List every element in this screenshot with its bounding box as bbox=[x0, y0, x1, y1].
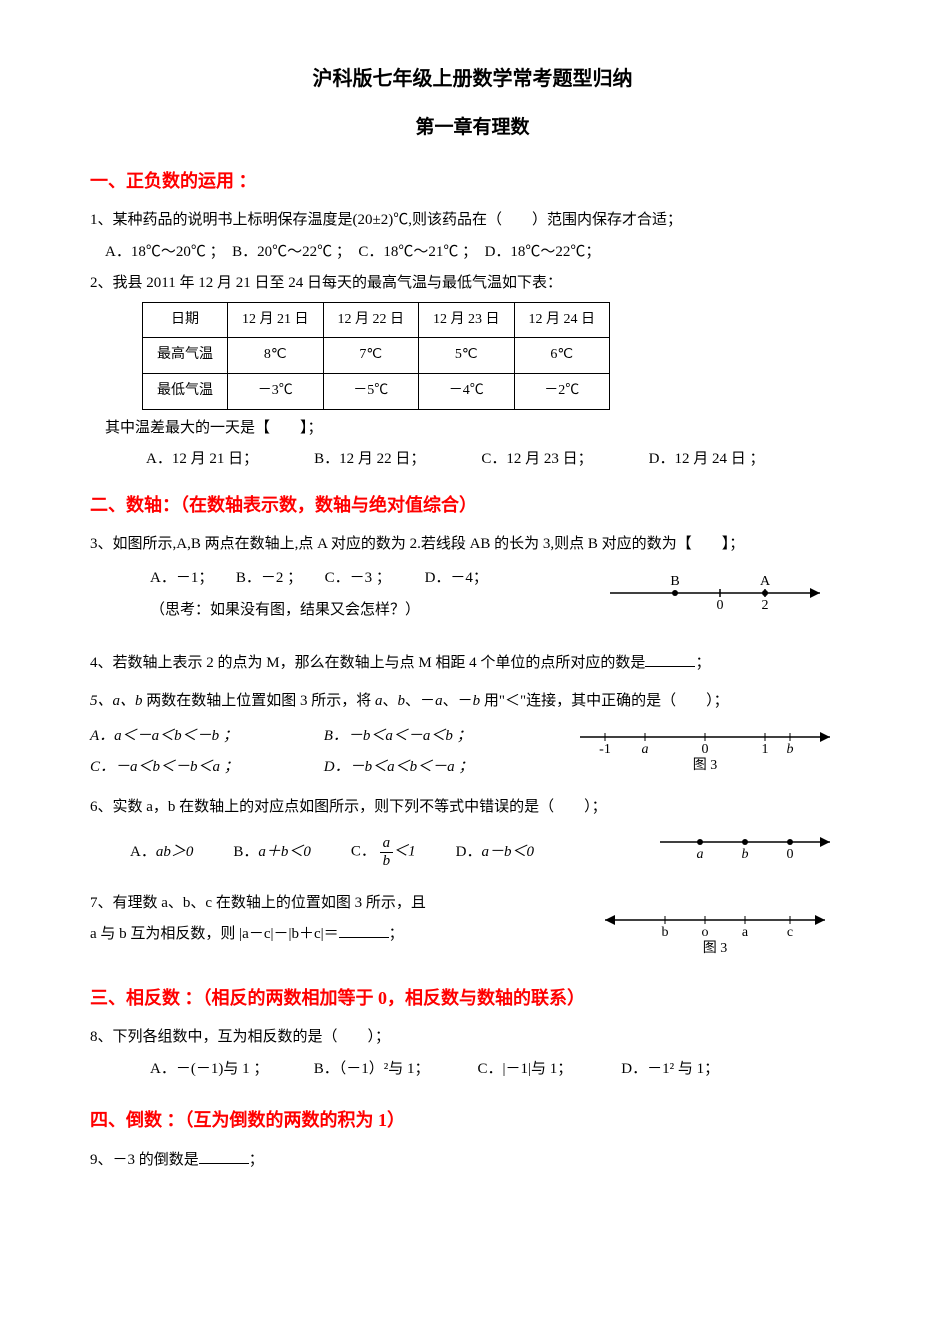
q5-opts-row1: A．a＜－a＜b＜－b ； B．－b＜a＜－a＜b ； bbox=[90, 722, 575, 751]
tick-2: 2 bbox=[762, 598, 769, 613]
q5-opts-row2: C．－a＜b＜－b＜a ； D．－b＜a＜b＜－a ； bbox=[90, 753, 575, 782]
cell: －5℃ bbox=[323, 373, 419, 409]
tick-0: 0 bbox=[717, 598, 724, 613]
opt-d: D．12 月 24 日 ； bbox=[649, 445, 765, 474]
opt-b: B．－b＜a＜－a＜b ； bbox=[324, 728, 472, 744]
chapter-title: 第一章有理数 bbox=[90, 110, 855, 146]
label-A: A bbox=[760, 574, 771, 589]
q1-text: 1、某种药品的说明书上标明保存温度是(20±2)℃,则该药品在（ ）范围内保存才… bbox=[90, 206, 855, 235]
numberline-q5: -1 a 0 1 b 图 3 bbox=[575, 719, 855, 785]
t-0: 0 bbox=[702, 742, 709, 757]
q8-text: 8、下列各组数中，互为相反数的是（ ）； bbox=[90, 1023, 855, 1052]
t-b: b bbox=[662, 925, 669, 940]
th-d23: 12 月 23 日 bbox=[419, 302, 515, 338]
th-d24: 12 月 24 日 bbox=[514, 302, 610, 338]
q9-text: 9、－3 的倒数是 ； bbox=[90, 1146, 855, 1175]
numberline-q7: b o a c 图 3 bbox=[595, 886, 855, 968]
q7a-text: 7、有理数 a、b、c 在数轴上的位置如图 3 所示，且 bbox=[90, 889, 595, 918]
opt-d: D．－b＜a＜b＜－a ； bbox=[324, 759, 474, 775]
blank bbox=[199, 1148, 249, 1164]
opt-a: A．ab＞0 bbox=[130, 838, 193, 867]
opt-c: C． ab＜1 bbox=[351, 835, 416, 869]
t-o: o bbox=[702, 925, 709, 940]
th-d21: 12 月 21 日 bbox=[228, 302, 324, 338]
opt-d: D．a－b＜0 bbox=[456, 838, 534, 867]
q3-options: A．－1； B．－2 ； C．－3 ； D．－4； bbox=[90, 564, 605, 593]
opt-c: C．12 月 23 日； bbox=[481, 445, 592, 474]
q4-body: 4、若数轴上表示 2 的点为 M，那么在数轴上与点 M 相距 4 个单位的点所对… bbox=[90, 655, 645, 671]
table-row: 最低气温 －3℃ －5℃ －4℃ －2℃ bbox=[143, 373, 610, 409]
q9-body: 9、－3 的倒数是 bbox=[90, 1152, 199, 1168]
q7b-expr: |a－c|－|b＋c|＝ bbox=[239, 926, 339, 942]
blank bbox=[339, 922, 389, 938]
cell: 5℃ bbox=[419, 338, 515, 374]
cell: －4℃ bbox=[419, 373, 515, 409]
section-2-heading: 二、数轴：（在数轴表示数，数轴与绝对值综合） bbox=[90, 488, 855, 522]
t-a: a bbox=[742, 925, 749, 940]
opt-b: B．（－1）²与 1； bbox=[314, 1055, 474, 1084]
blank bbox=[645, 651, 695, 667]
t-m1: -1 bbox=[599, 742, 611, 757]
opt-c: C．－a＜b＜－b＜a ； bbox=[90, 753, 320, 782]
cell: 7℃ bbox=[323, 338, 419, 374]
opt-b: B．12 月 22 日； bbox=[314, 445, 425, 474]
q7b-text: a 与 b 互为相反数，则 |a－c|－|b＋c|＝ ； bbox=[90, 920, 595, 949]
caption: 图 3 bbox=[693, 758, 718, 773]
th-date: 日期 bbox=[143, 302, 228, 338]
opt-d: D．－1² 与 1； bbox=[621, 1061, 719, 1077]
row-low-label: 最低气温 bbox=[143, 373, 228, 409]
temperature-table: 日期 12 月 21 日 12 月 22 日 12 月 23 日 12 月 24… bbox=[142, 302, 610, 410]
cell: 8℃ bbox=[228, 338, 324, 374]
q7b-end: ； bbox=[389, 926, 404, 942]
t-0: 0 bbox=[787, 847, 794, 862]
cell: －3℃ bbox=[228, 373, 324, 409]
section-4-heading: 四、倒数 ：（互为倒数的两数的积为 1） bbox=[90, 1103, 855, 1137]
opt-a: A．12 月 21 日； bbox=[146, 445, 258, 474]
doc-title: 沪科版七年级上册数学常考题型归纳 bbox=[90, 60, 855, 98]
t-a: a bbox=[642, 742, 649, 757]
t-b: b bbox=[742, 847, 749, 862]
opt-a: A．－(－1)与 1 ； bbox=[150, 1055, 310, 1084]
opt-a: A．a＜－a＜b＜－b ； bbox=[90, 722, 320, 751]
cell: －2℃ bbox=[514, 373, 610, 409]
t-b: b bbox=[787, 742, 794, 757]
q9-end: ； bbox=[249, 1152, 264, 1168]
caption: 图 3 bbox=[703, 941, 728, 956]
q4-text: 4、若数轴上表示 2 的点为 M，那么在数轴上与点 M 相距 4 个单位的点所对… bbox=[90, 649, 855, 678]
q2-text: 2、我县 2011 年 12 月 21 日至 24 日每天的最高气温与最低气温如… bbox=[90, 269, 855, 298]
q6-text: 6、实数 a，b 在数轴上的对应点如图所示，则下列不等式中错误的是（ ）； bbox=[90, 793, 855, 822]
q1-options: A．18℃～20℃ ； B．20℃～22℃ ； C．18℃～21℃ ； D．18… bbox=[90, 238, 855, 267]
table-row: 日期 12 月 21 日 12 月 22 日 12 月 23 日 12 月 24… bbox=[143, 302, 610, 338]
q2-options: A．12 月 21 日； B．12 月 22 日； C．12 月 23 日； D… bbox=[90, 445, 855, 474]
q3-note: （思考：如果没有图，结果又会怎样？） bbox=[90, 596, 605, 625]
row-high-label: 最高气温 bbox=[143, 338, 228, 374]
q3-text: 3、如图所示,A,B 两点在数轴上,点 A 对应的数为 2.若线段 AB 的长为… bbox=[90, 530, 855, 559]
t-1: 1 bbox=[762, 742, 769, 757]
section-3-heading: 三、相反数 ：（相反的两数相加等于 0，相反数与数轴的联系） bbox=[90, 981, 855, 1015]
cell: 6℃ bbox=[514, 338, 610, 374]
t-c: c bbox=[787, 925, 793, 940]
opt-c: C．|－1|与 1； bbox=[478, 1055, 618, 1084]
q2b-text: 其中温差最大的一天是【 】； bbox=[90, 414, 855, 443]
label-B: B bbox=[670, 574, 679, 589]
q8-options: A．－(－1)与 1 ； B．（－1）²与 1； C．|－1|与 1； D．－1… bbox=[90, 1055, 855, 1084]
opt-b: B．a＋b＜0 bbox=[233, 838, 311, 867]
q4-end: ； bbox=[695, 655, 710, 671]
numberline-q3: B A 0 2 bbox=[605, 561, 855, 631]
q5-text: 5、a、b 5、a、b 两数在数轴上位置如图 3 所示，将 a、b、－a、－b … bbox=[90, 687, 855, 716]
numberline-q6: a b 0 bbox=[655, 824, 855, 880]
t-a: a bbox=[697, 847, 704, 862]
th-d22: 12 月 22 日 bbox=[323, 302, 419, 338]
section-1-heading: 一、正负数的运用 ： bbox=[90, 164, 855, 198]
q7b-pre: a 与 b 互为相反数，则 bbox=[90, 926, 239, 942]
table-row: 最高气温 8℃ 7℃ 5℃ 6℃ bbox=[143, 338, 610, 374]
